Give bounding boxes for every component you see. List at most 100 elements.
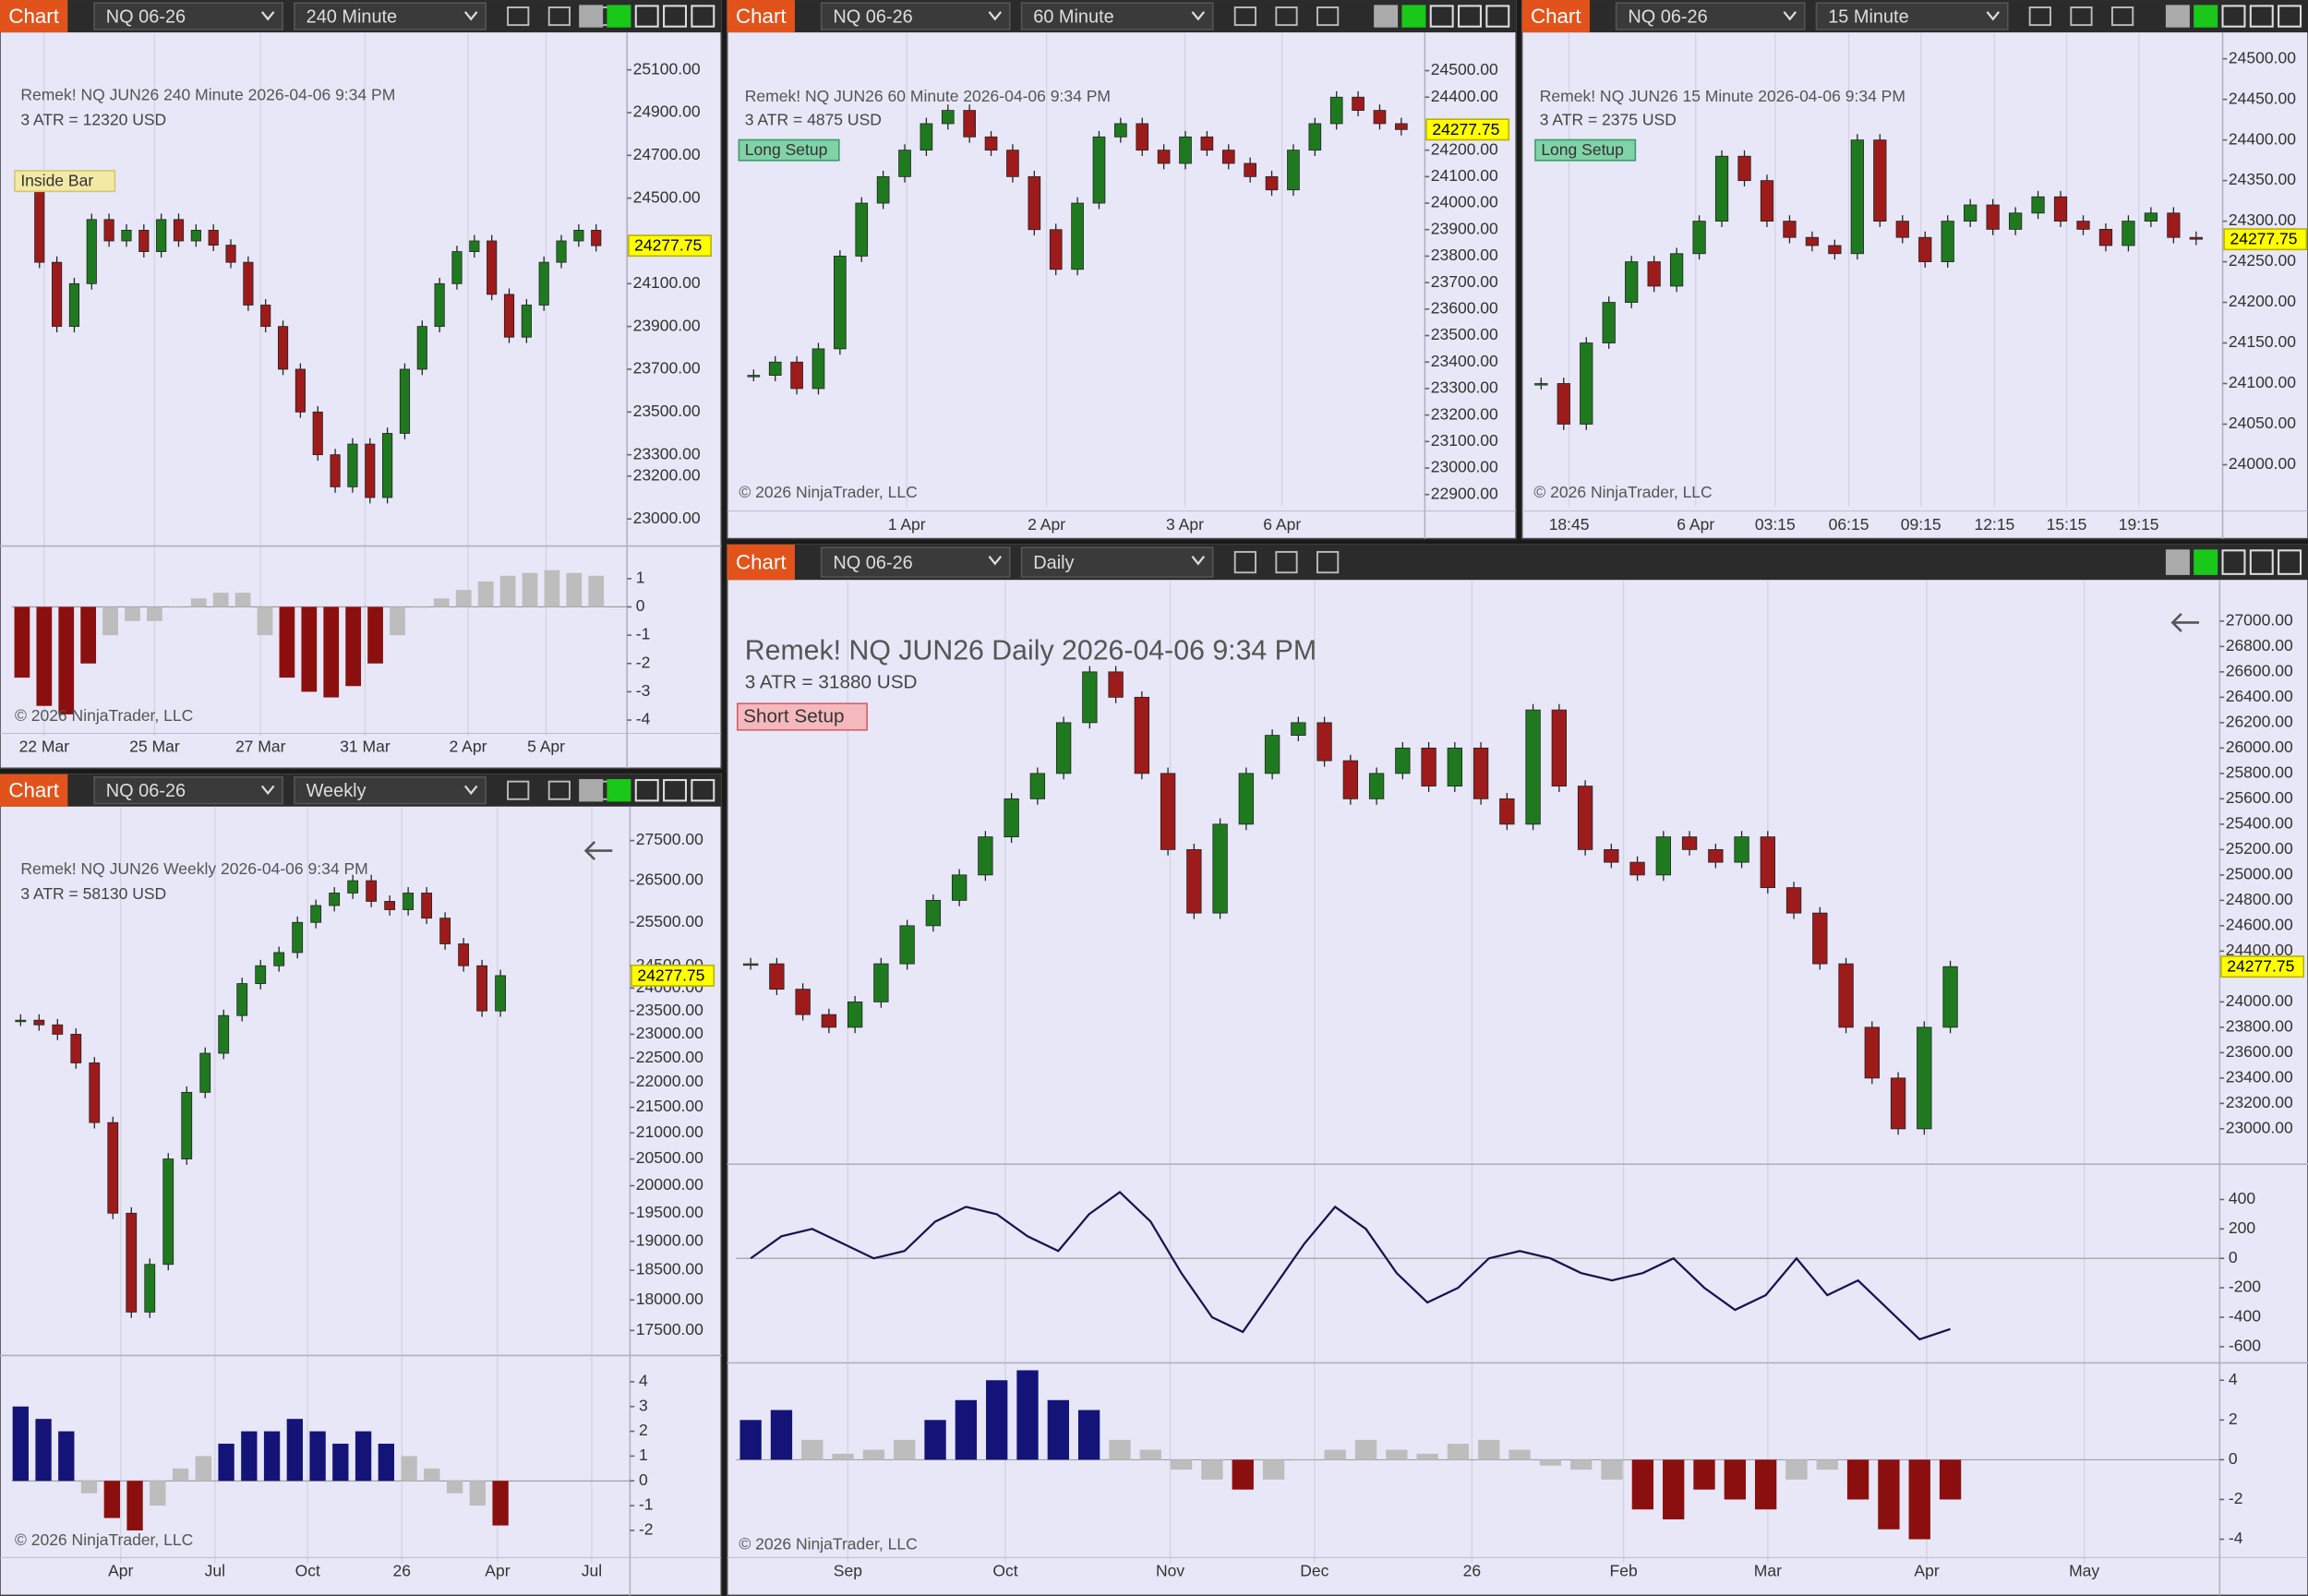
setup-badge — [1534, 138, 1637, 162]
instrument-selector[interactable] — [820, 2, 1011, 30]
y-tick-label: 24400.00 — [2226, 941, 2293, 959]
window-button[interactable] — [2221, 5, 2246, 28]
candle — [1760, 836, 1775, 889]
y-tick-label: 2 — [2229, 1410, 2238, 1428]
window-button[interactable] — [2194, 549, 2218, 575]
toolbar-icon[interactable] — [1275, 550, 1298, 574]
toolbar-icon[interactable] — [547, 6, 571, 27]
candle — [2031, 196, 2045, 214]
window-button[interactable] — [663, 5, 688, 28]
window-button[interactable] — [1401, 5, 1426, 28]
chart-tab[interactable] — [1521, 0, 1590, 33]
candle — [70, 1034, 82, 1063]
toolbar-icon[interactable] — [547, 780, 571, 800]
toolbar-icon[interactable] — [1316, 550, 1340, 574]
histogram-bar — [412, 606, 427, 608]
toolbar-icon[interactable] — [1233, 6, 1256, 27]
histogram-bar — [1478, 1439, 1500, 1460]
chart-tab-label: Chart — [736, 5, 787, 28]
y-tick-label: 1 — [639, 1446, 648, 1464]
toolbar-icon[interactable] — [507, 6, 530, 27]
window-button[interactable] — [1485, 5, 1510, 28]
chart-tab[interactable] — [727, 0, 795, 33]
candle — [1629, 861, 1645, 876]
y-tick-label: 25600.00 — [2226, 788, 2293, 807]
histogram-bar — [1109, 1439, 1131, 1460]
last-price-label: 24277.75 — [1432, 120, 1499, 138]
window-button[interactable] — [691, 5, 715, 28]
window-button[interactable] — [2278, 5, 2302, 28]
candle — [156, 219, 167, 252]
y-tick-label: 24250.00 — [2229, 251, 2296, 270]
interval-selector[interactable] — [294, 2, 487, 30]
interval-selector[interactable] — [1020, 2, 1214, 30]
dropdown-chevron — [463, 11, 478, 21]
chart-tab[interactable] — [727, 544, 795, 581]
window-button[interactable] — [663, 779, 688, 802]
copyright: © 2026 NinjaTrader, LLC — [739, 483, 917, 501]
time-label: 26 — [1463, 1561, 1481, 1579]
window-button[interactable] — [2165, 5, 2190, 28]
window-button[interactable] — [2278, 549, 2302, 575]
candle — [1783, 221, 1797, 238]
y-tick-label: 23600.00 — [1431, 298, 1498, 317]
time-label: 03:15 — [1755, 515, 1796, 534]
window-button[interactable] — [1374, 5, 1399, 28]
candle — [487, 240, 498, 295]
window-button[interactable] — [2249, 5, 2274, 28]
toolbar-icon[interactable] — [1316, 6, 1340, 27]
toolbar-icon[interactable] — [2028, 6, 2051, 27]
candle — [1873, 139, 1887, 222]
instrument-selector[interactable] — [93, 2, 283, 30]
window-button[interactable] — [691, 779, 715, 802]
histogram-bar — [1724, 1459, 1746, 1500]
candle — [521, 305, 532, 338]
chart-tab[interactable] — [0, 774, 68, 807]
y-tick-label: 24000.00 — [2226, 991, 2293, 1010]
toolbar-icon[interactable] — [2110, 6, 2134, 27]
back-arrow[interactable] — [2170, 612, 2200, 632]
time-label: Jul — [582, 1561, 602, 1579]
interval-selector[interactable] — [1815, 2, 2009, 30]
back-arrow[interactable] — [583, 841, 613, 861]
window-button[interactable] — [2194, 5, 2218, 28]
candle — [476, 965, 487, 1012]
window-button[interactable] — [607, 5, 631, 28]
dropdown-chevron — [1191, 11, 1206, 21]
y-tick-label: -200 — [2229, 1278, 2261, 1296]
histogram-bar — [323, 606, 340, 698]
window-button[interactable] — [634, 779, 659, 802]
window-button[interactable] — [2249, 549, 2274, 575]
window-button[interactable] — [1429, 5, 1454, 28]
candle — [1828, 245, 1842, 255]
window-button[interactable] — [579, 779, 604, 802]
last-price-tag — [2223, 228, 2308, 251]
instrument-selector[interactable] — [1615, 2, 1806, 30]
candle — [1473, 747, 1489, 799]
interval-selector[interactable] — [294, 776, 487, 805]
interval-selector[interactable] — [1020, 546, 1214, 578]
setup-label: Long Setup — [1541, 140, 1624, 159]
window-button[interactable] — [634, 5, 659, 28]
toolbar-icon[interactable] — [1275, 6, 1298, 27]
toolbar-icon[interactable] — [507, 780, 530, 800]
candle — [811, 348, 825, 390]
y-tick-label: 25400.00 — [2226, 813, 2293, 832]
instrument-selector[interactable] — [93, 776, 283, 805]
time-axis — [0, 1556, 722, 1558]
y-tick-label: 23400.00 — [1431, 352, 1498, 370]
time-label: 2 Apr — [1028, 515, 1065, 534]
chart-tab[interactable] — [0, 0, 68, 33]
window-button[interactable] — [2221, 549, 2246, 575]
toolbar-icon[interactable] — [2070, 6, 2093, 27]
window-button[interactable] — [2165, 549, 2190, 575]
y-tick-label: 23200.00 — [633, 465, 701, 484]
candle — [1055, 722, 1072, 774]
dropdown-chevron — [463, 785, 478, 796]
window-button[interactable] — [607, 779, 631, 802]
instrument-selector[interactable] — [820, 546, 1011, 578]
window-button[interactable] — [1458, 5, 1482, 28]
toolbar-icon[interactable] — [1233, 550, 1256, 574]
copyright: © 2026 NinjaTrader, LLC — [1533, 483, 1712, 501]
window-button[interactable] — [579, 5, 604, 28]
